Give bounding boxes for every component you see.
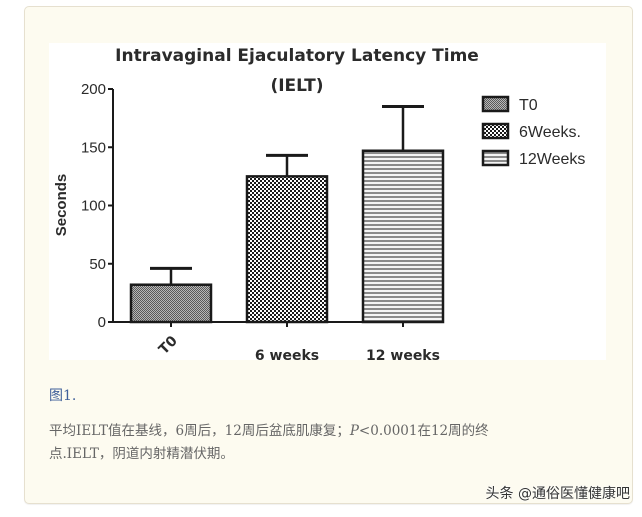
- caption-line-2: 点.IELT，阴道内射精潜伏期。: [49, 446, 234, 462]
- legend-swatch: [481, 149, 510, 167]
- y-axis: 0 50 100 150 200: [81, 81, 114, 331]
- bar: [245, 175, 329, 324]
- figure-label[interactable]: 图1.: [49, 388, 77, 404]
- y-tick-label: 200: [81, 81, 106, 98]
- x-tick-label: 12 weeks: [366, 348, 440, 364]
- legend-label: 12Weeks: [519, 151, 585, 168]
- y-tick-label: 50: [89, 256, 106, 273]
- bar: [129, 283, 213, 324]
- y-tick-label: 150: [81, 139, 106, 156]
- chart-title: Intravaginal Ejaculatory Latency Time: [115, 46, 479, 66]
- legend-swatch: [481, 95, 510, 113]
- legend-label: T0: [519, 97, 538, 114]
- figure-caption: 平均IELT值在基线，6周后，12周后盆底肌康复；P<0.0001在12周的终 …: [49, 420, 549, 466]
- x-axis: T0 6 weeks 12 weeks: [113, 321, 443, 364]
- y-axis-label: Seconds: [53, 174, 70, 237]
- x-tick-label: T0: [156, 333, 181, 358]
- caption-line-1: 平均IELT值在基线，6周后，12周后盆底肌康复；P<0.0001在12周的终: [49, 420, 549, 443]
- legend-item: T0: [481, 95, 538, 114]
- caption-line-1-post: <0.0001在12周的终: [358, 423, 489, 439]
- legend-item: 12Weeks: [481, 149, 585, 168]
- bars: [129, 104, 445, 324]
- legend-label: 6Weeks.: [519, 124, 581, 141]
- watermark: 头条 @通俗医懂健康吧: [485, 486, 630, 502]
- bar: [361, 149, 445, 324]
- chart-subtitle: (IELT): [270, 76, 323, 96]
- y-tick-label: 100: [81, 198, 106, 215]
- caption-line-1-pre: 平均IELT值在基线，6周后，12周后盆底肌康复；: [49, 423, 350, 439]
- legend-item: 6Weeks.: [481, 122, 581, 141]
- x-tick-label: 6 weeks: [255, 348, 319, 364]
- y-tick-label: 0: [98, 314, 106, 331]
- caption-p-value-symbol: P: [349, 423, 359, 439]
- legend-swatch: [481, 122, 510, 140]
- legend: T0 6Weeks. 12Weeks: [481, 95, 585, 168]
